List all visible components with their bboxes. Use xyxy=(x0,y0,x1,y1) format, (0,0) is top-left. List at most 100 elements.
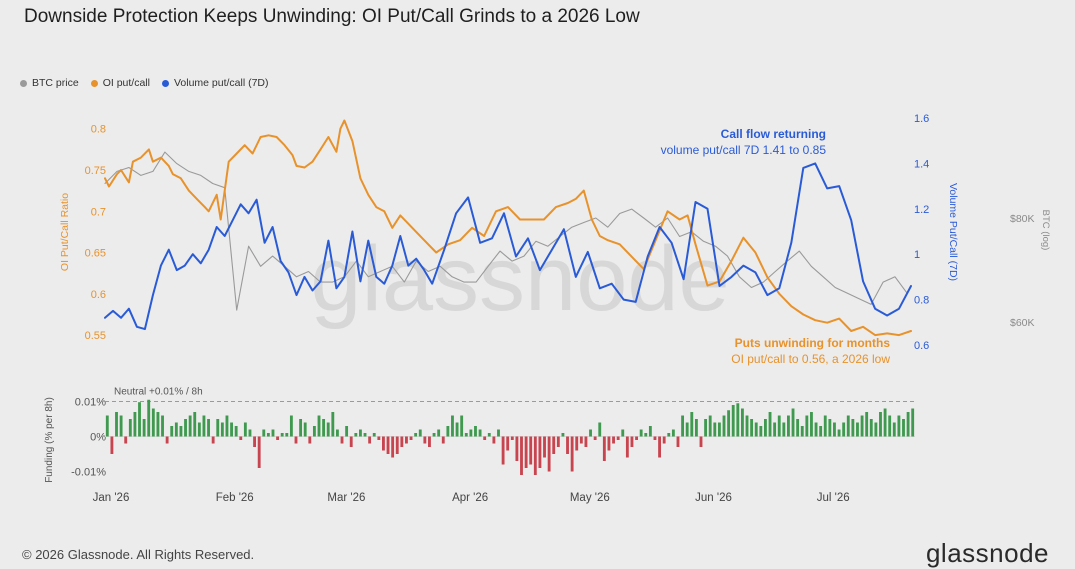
funding-bar xyxy=(428,436,431,447)
funding-bar xyxy=(345,426,349,437)
funding-bar xyxy=(391,436,395,458)
funding-bar xyxy=(492,436,496,444)
funding-bar xyxy=(694,419,698,437)
funding-bar xyxy=(216,419,220,437)
funding-bar xyxy=(124,436,128,444)
funding-bar xyxy=(906,412,910,437)
funding-bar xyxy=(487,433,491,437)
funding-bar xyxy=(312,426,316,437)
funding-bar xyxy=(768,412,772,437)
oi-put-call-swatch xyxy=(90,79,98,87)
funding-bar xyxy=(653,436,657,440)
funding-bar xyxy=(759,426,763,437)
funding-bar xyxy=(382,436,385,451)
funding-bar xyxy=(740,408,744,437)
funding-bar xyxy=(483,436,487,440)
annotation-call-flow-detail: volume put/call 7D 1.41 to 0.85 xyxy=(661,143,827,157)
funding-bar xyxy=(142,419,146,437)
watermark: glassnode xyxy=(310,228,729,330)
chart-title: Downside Protection Keeps Unwinding: OI … xyxy=(24,6,640,27)
funding-bar xyxy=(837,429,841,437)
funding-bar xyxy=(179,426,183,437)
funding-bar xyxy=(823,415,827,437)
y-tick-left: 0.8 xyxy=(91,124,106,136)
neutral-reference-label: Neutral +0.01% / 8h xyxy=(114,387,203,398)
funding-bar xyxy=(405,436,408,444)
funding-bar xyxy=(713,422,717,437)
funding-bar xyxy=(161,415,164,437)
funding-bar xyxy=(533,436,537,475)
series-line-volume-put-call-7d xyxy=(104,162,912,331)
funding-bar xyxy=(243,422,247,437)
funding-bar xyxy=(842,422,846,437)
funding-bar xyxy=(529,436,533,465)
funding-bar xyxy=(538,436,542,468)
legend-item-volume-put-call[interactable]: Volume put/call (7D) xyxy=(161,77,269,89)
funding-bar xyxy=(598,422,602,437)
y-tick-right: 1 xyxy=(914,249,920,261)
funding-bar xyxy=(248,429,252,437)
funding-bar xyxy=(455,422,459,437)
funding-bar xyxy=(262,429,266,437)
y-axis-label-left: OI Put/Call Ratio xyxy=(59,193,71,271)
funding-bar xyxy=(138,402,141,437)
funding-bar xyxy=(570,436,574,472)
y-tick-btc: $60K xyxy=(1010,317,1035,329)
funding-y-tick: 0% xyxy=(90,432,106,444)
funding-bar xyxy=(791,408,795,437)
funding-bar xyxy=(616,436,620,440)
funding-bar xyxy=(690,412,694,437)
funding-bar xyxy=(225,415,229,437)
funding-bar xyxy=(220,422,224,437)
legend-item-oi-put-call[interactable]: OI put/call xyxy=(90,77,150,89)
funding-bar xyxy=(202,415,206,437)
main-plot: 0.8 0.75 0.7 0.65 0.6 0.55 1.6 1.4 1.2 1 0.8 0.6 $80… xyxy=(59,113,1051,352)
funding-bar xyxy=(897,415,901,437)
funding-bar xyxy=(879,412,882,437)
funding-bar xyxy=(294,436,298,444)
funding-bar xyxy=(644,433,648,437)
funding-bar xyxy=(556,436,560,447)
funding-bar xyxy=(409,436,413,440)
funding-bar xyxy=(722,415,726,437)
legend-item-btc-price[interactable]: BTC price xyxy=(20,77,79,89)
funding-bar xyxy=(234,426,238,437)
funding-bar xyxy=(750,419,754,437)
funding-bar xyxy=(589,429,592,437)
funding-bar xyxy=(869,419,873,437)
funding-bar xyxy=(635,436,638,440)
funding-bar xyxy=(340,436,344,444)
funding-bar xyxy=(800,426,804,437)
funding-bar xyxy=(147,399,151,437)
funding-bar xyxy=(400,436,404,447)
funding-bar xyxy=(902,419,905,437)
series-line-btc-price xyxy=(104,151,908,311)
funding-bar xyxy=(796,419,800,437)
y-tick-right: 0.8 xyxy=(914,295,929,307)
annotation-puts-detail: OI put/call to 0.56, a 2026 low xyxy=(731,352,890,366)
x-axis-label: Feb '26 xyxy=(216,492,254,504)
funding-bar xyxy=(363,433,367,437)
funding-bar xyxy=(561,433,565,437)
funding-bar xyxy=(474,426,477,437)
funding-bar xyxy=(888,415,892,437)
x-axis-label: Jul '26 xyxy=(817,492,850,504)
btc-price-swatch xyxy=(20,79,27,87)
funding-bar xyxy=(469,429,473,437)
funding-bar xyxy=(773,422,777,437)
funding-bar xyxy=(708,415,712,437)
y-tick-left: 0.75 xyxy=(85,165,106,177)
funding-bar xyxy=(874,422,878,437)
funding-bar xyxy=(377,436,381,440)
funding-bar xyxy=(681,415,685,437)
funding-bar xyxy=(239,436,243,440)
funding-bar xyxy=(892,422,896,437)
funding-bar xyxy=(911,408,915,437)
funding-bar xyxy=(151,408,155,437)
x-axis-label: Jun '26 xyxy=(695,492,732,504)
annotation-puts-title: Puts unwinding for months xyxy=(735,336,891,350)
funding-bar xyxy=(437,429,441,437)
funding-bar xyxy=(524,436,528,468)
legend-label-btc-price: BTC price xyxy=(32,77,79,89)
funding-bar xyxy=(731,405,735,437)
